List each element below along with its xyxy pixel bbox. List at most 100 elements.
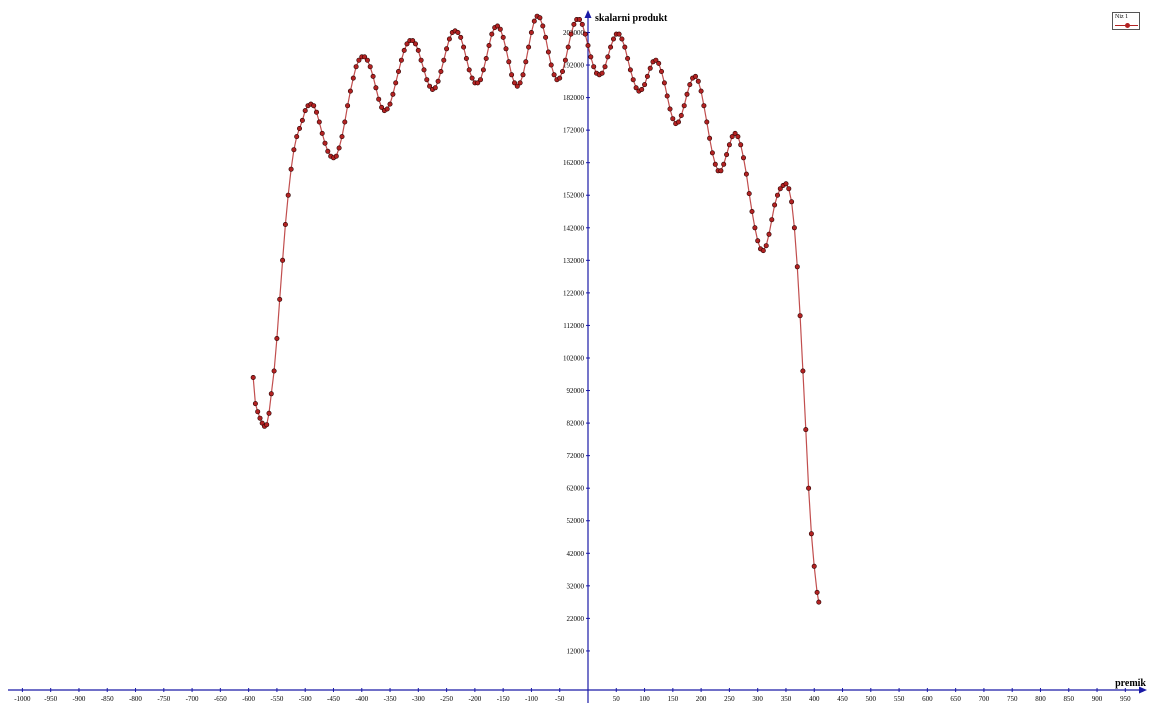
legend-marker-swatch <box>1125 23 1130 28</box>
data-point <box>373 85 379 91</box>
data-point <box>783 181 789 187</box>
data-point <box>789 199 795 205</box>
data-point <box>477 77 483 83</box>
y-tick-label: 142000 <box>563 224 585 232</box>
data-point <box>670 116 676 122</box>
data-point <box>653 57 659 63</box>
data-point <box>299 117 305 123</box>
data-point <box>724 152 730 158</box>
data-point <box>740 155 746 161</box>
data-point <box>664 93 670 99</box>
data-point <box>410 38 416 44</box>
x-tick-label: 900 <box>1092 695 1103 703</box>
data-point <box>766 231 772 237</box>
data-point <box>302 108 308 114</box>
data-point <box>387 101 393 107</box>
data-point <box>325 148 331 154</box>
data-point <box>291 147 297 153</box>
x-tick-label: 650 <box>950 695 961 703</box>
data-point <box>692 73 698 79</box>
y-tick-label: 192000 <box>563 62 585 70</box>
data-point <box>288 166 294 172</box>
data-point <box>675 119 681 125</box>
x-tick-label: -950 <box>44 695 57 703</box>
data-point <box>568 31 574 37</box>
data-point <box>520 72 526 78</box>
data-point <box>630 77 636 83</box>
data-point <box>252 401 258 407</box>
x-tick-label: -900 <box>73 695 86 703</box>
data-point <box>364 57 370 63</box>
x-tick-label: -150 <box>497 695 510 703</box>
data-point <box>274 335 280 341</box>
y-tick-label: 132000 <box>563 257 585 265</box>
data-point <box>342 119 348 125</box>
data-point <box>656 60 662 66</box>
data-point <box>800 368 806 374</box>
y-tick-label: 22000 <box>567 615 585 623</box>
data-point <box>752 225 758 231</box>
data-point <box>461 44 467 50</box>
data-point <box>684 91 690 97</box>
data-point <box>506 59 512 65</box>
data-point <box>576 16 582 22</box>
data-point <box>777 186 783 192</box>
y-tick-label: 112000 <box>563 322 584 330</box>
x-tick-label: 200 <box>696 695 707 703</box>
data-point <box>294 134 300 140</box>
data-point <box>463 55 469 61</box>
data-point <box>588 54 594 60</box>
data-point <box>557 75 563 81</box>
data-point <box>514 83 520 89</box>
data-point <box>285 192 291 198</box>
data-point <box>729 134 735 140</box>
x-tick-label: -450 <box>327 695 340 703</box>
data-point <box>540 23 546 29</box>
x-tick-label: -850 <box>101 695 114 703</box>
data-point <box>559 69 565 75</box>
x-tick-label: 400 <box>809 695 820 703</box>
data-point <box>678 113 684 119</box>
data-point <box>732 130 738 136</box>
legend[interactable]: Niz 1 <box>1112 12 1140 30</box>
data-point <box>466 67 472 73</box>
data-point <box>322 140 328 146</box>
x-tick-label: 500 <box>866 695 877 703</box>
data-point <box>774 192 780 198</box>
x-tick-label: -300 <box>412 695 425 703</box>
y-axis-arrow <box>584 10 592 18</box>
y-tick-label: 72000 <box>567 452 585 460</box>
data-point <box>746 191 752 197</box>
y-ticks: 12000 22000 32000 42000 52000 62000 72000 82000… <box>563 29 590 655</box>
data-point <box>531 18 537 24</box>
data-point <box>282 222 288 228</box>
y-tick-label: 42000 <box>567 550 585 558</box>
data-point <box>610 36 616 42</box>
data-point <box>642 82 648 88</box>
data-point <box>271 368 277 374</box>
data-point <box>455 29 461 35</box>
data-point <box>562 57 568 63</box>
y-tick-label: 12000 <box>567 647 585 655</box>
data-point <box>424 77 430 83</box>
data-point <box>418 57 424 63</box>
x-tick-label: 850 <box>1064 695 1075 703</box>
data-point <box>432 85 438 91</box>
data-point <box>627 67 633 73</box>
data-point <box>803 427 809 433</box>
data-point <box>421 67 427 73</box>
data-point <box>701 103 707 109</box>
data-point <box>333 153 339 159</box>
data-point <box>384 106 390 112</box>
data-point <box>497 26 503 32</box>
data-point <box>794 264 800 270</box>
data-point <box>475 80 481 86</box>
y-tick-label: 162000 <box>563 159 585 167</box>
data-point <box>619 36 625 42</box>
data-point <box>500 34 506 40</box>
y-axis-label: skalarni produkt <box>595 13 668 24</box>
data-point <box>347 88 353 94</box>
data-point <box>319 130 325 136</box>
data-point <box>427 83 433 89</box>
